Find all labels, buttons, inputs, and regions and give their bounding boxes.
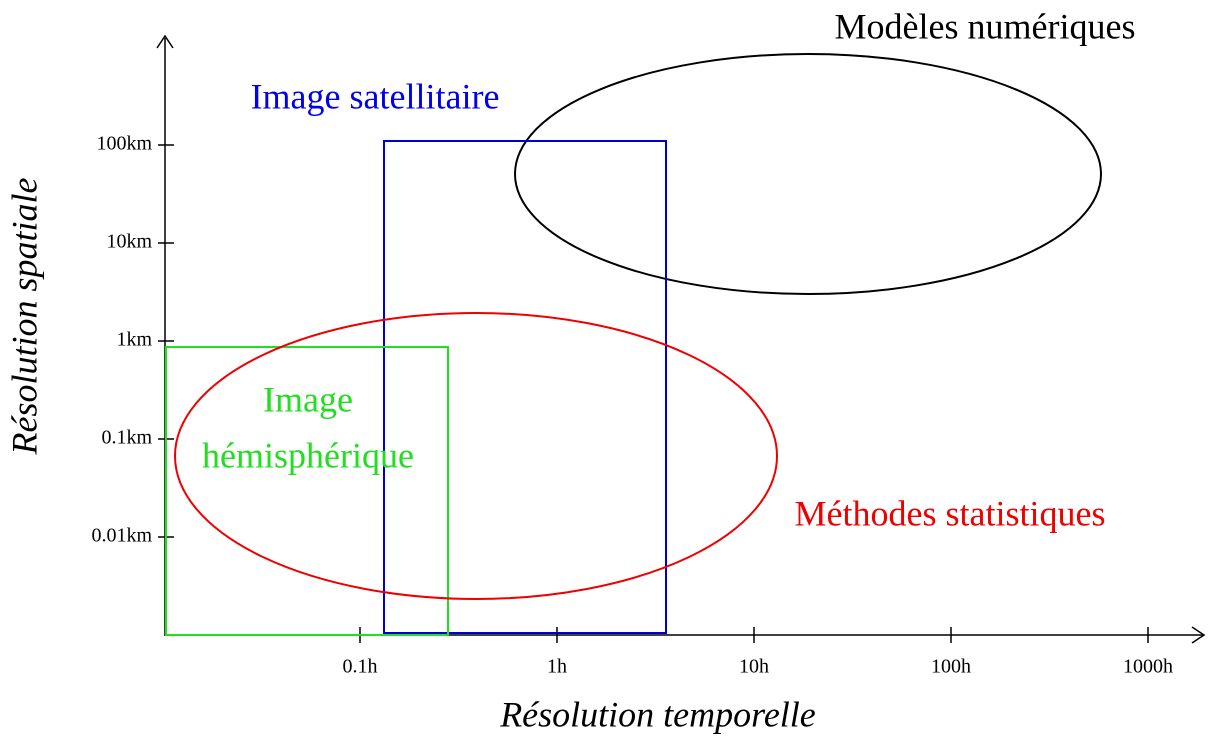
numerical-models-region — [514, 53, 1102, 295]
statistical-region — [174, 312, 778, 600]
y-tick-label: 0.1km — [101, 427, 152, 449]
y-tick-label: 0.01km — [91, 525, 152, 547]
hemispheric-region — [165, 346, 449, 636]
region-label: Image satellitaire — [251, 76, 500, 116]
y-tick-label: 1km — [116, 329, 152, 351]
x-arrow — [1191, 626, 1206, 644]
y-tick-label: 100km — [96, 133, 152, 155]
x-tick-label: 10h — [739, 656, 769, 678]
region-label: hémisphérique — [202, 435, 414, 475]
x-tick-label: 0.1h — [343, 656, 378, 678]
region-label: Méthodes statistiques — [795, 493, 1106, 533]
ticks: 0.1h 1h 10h 100h 1000h 100km 10km 1km 0.1km 0.01k… — [91, 133, 1173, 678]
x-tick-label: 100h — [931, 656, 971, 678]
satellite-region — [383, 140, 667, 634]
y-tick-label: 10km — [106, 231, 152, 253]
y-axis-label: Résolution spatiale — [4, 177, 44, 455]
region-label: Image — [263, 379, 353, 419]
y-arrow — [156, 34, 174, 49]
region-label: Modèles numériques — [835, 6, 1136, 46]
x-tick-label: 1h — [547, 656, 567, 678]
x-tick-label: 1000h — [1123, 656, 1173, 678]
x-axis-label: Résolution temporelle — [499, 694, 816, 734]
